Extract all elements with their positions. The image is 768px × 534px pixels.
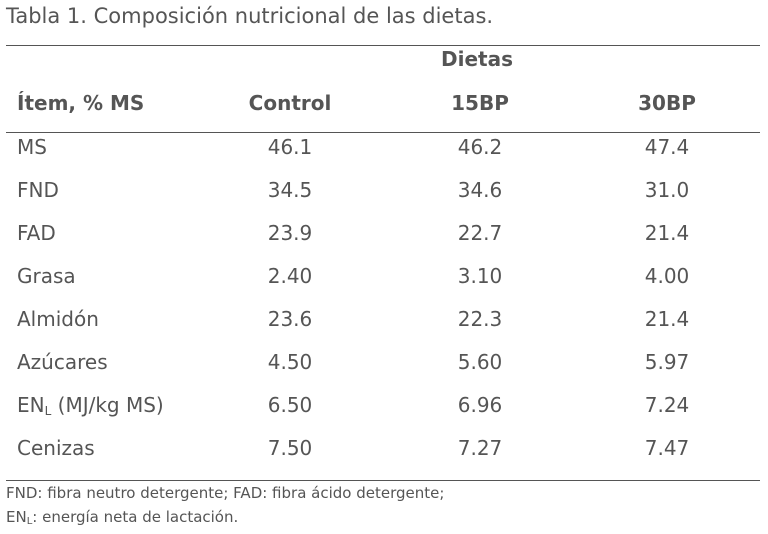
row-label: Cenizas [17, 436, 95, 460]
footnote-abbreviations: FND: fibra neutro detergente; FAD: fibra… [6, 484, 445, 502]
column-header-control: Control [248, 91, 332, 115]
bottom-rule [6, 480, 760, 481]
column-header-item: Ítem, % MS [17, 91, 145, 115]
table-row: Azúcares 4.50 5.60 5.97 [0, 350, 768, 393]
cell-15bp: 5.60 [457, 350, 503, 374]
table-row: FND 34.5 34.6 31.0 [0, 178, 768, 221]
cell-30bp: 7.24 [644, 393, 690, 417]
cell-15bp: 7.27 [457, 436, 503, 460]
cell-30bp: 47.4 [644, 135, 690, 159]
cell-control: 34.5 [267, 178, 313, 202]
row-label: ENL (MJ/kg MS) [17, 393, 164, 418]
table-row: Grasa 2.40 3.10 4.00 [0, 264, 768, 307]
cell-control: 4.50 [267, 350, 313, 374]
table-row: MS 46.1 46.2 47.4 [0, 135, 768, 178]
row-label: Grasa [17, 264, 76, 288]
cell-15bp: 22.3 [457, 307, 503, 331]
row-label: FAD [17, 221, 56, 245]
cell-15bp: 34.6 [457, 178, 503, 202]
row-label: FND [17, 178, 59, 202]
table-caption: Tabla 1. Composición nutricional de las … [6, 4, 494, 28]
cell-15bp: 46.2 [457, 135, 503, 159]
cell-control: 23.9 [267, 221, 313, 245]
cell-30bp: 7.47 [644, 436, 690, 460]
cell-control: 46.1 [267, 135, 313, 159]
cell-15bp: 22.7 [457, 221, 503, 245]
row-label: Azúcares [17, 350, 108, 374]
cell-15bp: 3.10 [457, 264, 503, 288]
cell-control: 2.40 [267, 264, 313, 288]
cell-30bp: 4.00 [644, 264, 690, 288]
header-rule [6, 132, 760, 133]
cell-15bp: 6.96 [457, 393, 503, 417]
cell-30bp: 21.4 [644, 221, 690, 245]
top-rule [6, 45, 760, 46]
row-label: MS [17, 135, 47, 159]
cell-30bp: 31.0 [644, 178, 690, 202]
column-header-30bp: 30BP [638, 91, 696, 115]
group-header-dietas: Dietas [441, 47, 513, 71]
cell-30bp: 5.97 [644, 350, 690, 374]
table-row: Cenizas 7.50 7.27 7.47 [0, 436, 768, 479]
column-header-15bp: 15BP [451, 91, 509, 115]
table-row: Almidón 23.6 22.3 21.4 [0, 307, 768, 350]
cell-control: 23.6 [267, 307, 313, 331]
row-label: Almidón [17, 307, 99, 331]
cell-control: 7.50 [267, 436, 313, 460]
cell-30bp: 21.4 [644, 307, 690, 331]
footnote-enl: ENL: energía neta de lactación. [6, 508, 239, 527]
cell-control: 6.50 [267, 393, 313, 417]
table-row: FAD 23.9 22.7 21.4 [0, 221, 768, 264]
table-row: ENL (MJ/kg MS) 6.50 6.96 7.24 [0, 393, 768, 436]
